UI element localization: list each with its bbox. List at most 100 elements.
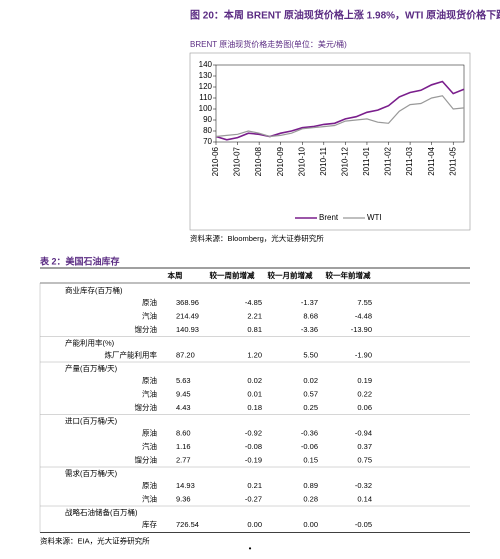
row-label: 馏分油: [135, 324, 158, 334]
row-label: 原油: [142, 427, 157, 437]
cell: 0.00: [303, 520, 318, 529]
cell: 0.28: [303, 494, 318, 503]
cell: 8.68: [303, 311, 318, 320]
legend-label: WTI: [367, 213, 382, 222]
row-label: 汽油: [142, 388, 157, 398]
table-title: 表 2：美国石油库存: [39, 255, 120, 266]
cell: 0.15: [303, 455, 318, 464]
row-label: 库存: [142, 519, 157, 529]
cell: -0.32: [355, 481, 372, 490]
section-label: 进口(百万桶/天): [65, 415, 118, 425]
y-tick-label: 110: [199, 93, 212, 102]
cell: 726.54: [176, 520, 199, 529]
cell: -3.36: [301, 325, 318, 334]
row-label: 馏分油: [135, 454, 158, 464]
cell: -4.85: [245, 298, 262, 307]
cell: 2.21: [247, 311, 262, 320]
column-header: 较一年前增减: [326, 270, 371, 280]
cell: 0.19: [357, 376, 372, 385]
row-label: 炼厂产能利用率: [105, 349, 158, 359]
x-tick-label: 2010-08: [254, 146, 263, 176]
section-label: 战略石油储备(百万桶): [65, 507, 138, 517]
cell: 140.93: [176, 325, 199, 334]
cell: 14.93: [176, 481, 195, 490]
y-tick-label: 70: [203, 137, 212, 146]
row-label: 原油: [142, 480, 157, 490]
cell: -0.94: [355, 428, 372, 437]
x-tick-label: 2010-07: [233, 146, 242, 176]
cell: 1.20: [247, 350, 262, 359]
series-line: [215, 80, 465, 141]
cell: -0.36: [301, 428, 318, 437]
cell: 8.60: [176, 428, 191, 437]
cell: 0.06: [357, 403, 372, 412]
cell: 5.63: [176, 376, 191, 385]
cell: 0.37: [357, 442, 372, 451]
figure-source: 资料来源：Bloomberg，光大证券研究所: [190, 233, 324, 243]
column-header: 较一月前增减: [268, 270, 313, 280]
section-label: 产量(百万桶/天): [65, 363, 118, 373]
cell: -1.90: [355, 350, 372, 359]
row-label: 汽油: [142, 493, 157, 503]
y-tick-label: 100: [199, 104, 213, 113]
cell: -0.06: [301, 442, 318, 451]
cell: 2.77: [176, 455, 191, 464]
cell: -4.48: [355, 311, 372, 320]
cell: 7.55: [357, 298, 372, 307]
cell: -0.05: [355, 520, 372, 529]
cell: -0.19: [245, 455, 262, 464]
cell: 1.16: [176, 442, 191, 451]
cell: 0.00: [247, 520, 262, 529]
x-tick-label: 2011-02: [384, 146, 393, 175]
cell: 0.14: [357, 494, 372, 503]
row-label: 馏分油: [135, 402, 158, 412]
row-label: 汽油: [142, 310, 157, 320]
cell: 0.75: [357, 455, 372, 464]
cell: 5.50: [303, 350, 318, 359]
y-tick-label: 80: [203, 126, 212, 135]
column-header: 本周: [167, 270, 183, 280]
plot-area: [215, 64, 465, 143]
chart-frame: [189, 52, 471, 231]
cell: 214.49: [176, 311, 199, 320]
x-tick-label: 2010-09: [276, 146, 285, 176]
cell: 9.45: [176, 389, 191, 398]
figure-subtitle: BRENT 原油现货价格走势图(单位：美元/桶): [190, 39, 347, 49]
row-label: 原油: [142, 297, 157, 307]
cell: 0.25: [303, 403, 318, 412]
y-tick-label: 140: [199, 60, 213, 69]
x-tick-label: 2010-12: [341, 146, 350, 176]
page-dot: •: [249, 544, 252, 553]
x-tick-label: 2011-05: [448, 146, 457, 175]
cell: -1.37: [301, 298, 318, 307]
cell: -0.27: [245, 494, 262, 503]
cell: 9.36: [176, 494, 191, 503]
cell: 0.21: [247, 481, 262, 490]
cell: 0.22: [357, 389, 372, 398]
cell: 368.96: [176, 298, 199, 307]
cell: 0.02: [247, 376, 262, 385]
cell: 0.01: [247, 389, 262, 398]
y-tick-label: 90: [203, 115, 212, 124]
cell: 87.20: [176, 350, 195, 359]
cell: 0.57: [303, 389, 318, 398]
legend-label: Brent: [319, 213, 339, 222]
row-label: 汽油: [142, 441, 157, 451]
cell: -0.08: [245, 442, 262, 451]
cell: -0.92: [245, 428, 262, 437]
row-label: 原油: [142, 375, 157, 385]
cell: 0.89: [303, 481, 318, 490]
cell: 0.02: [303, 376, 318, 385]
cell: -13.90: [351, 325, 372, 334]
x-tick-label: 2010-11: [319, 146, 328, 175]
x-tick-label: 2010-06: [211, 146, 220, 176]
x-tick-label: 2010-10: [297, 146, 306, 176]
cell: 4.43: [176, 403, 191, 412]
y-tick-label: 120: [199, 82, 213, 91]
x-tick-label: 2011-03: [405, 146, 414, 175]
section-label: 需求(百万桶/天): [65, 468, 118, 478]
cell: 0.81: [247, 325, 262, 334]
table-source: 资料来源：EIA，光大证券研究所: [40, 535, 150, 545]
x-tick-label: 2011-04: [427, 146, 436, 175]
